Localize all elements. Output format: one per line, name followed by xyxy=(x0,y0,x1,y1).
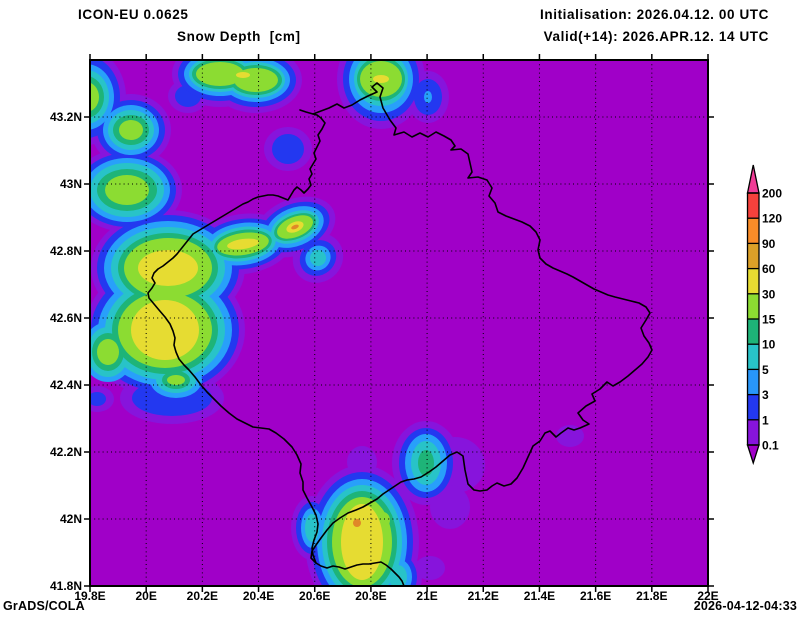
contour-ring-south-violet-patch-2 xyxy=(415,556,445,580)
y-axis-label: 42.8N xyxy=(50,244,82,258)
contour-ring-south-violet-patch xyxy=(347,446,377,478)
x-axis-label: 20.8E xyxy=(355,589,386,603)
colorbar-segment xyxy=(747,369,759,395)
x-axis-label: 21.8E xyxy=(636,589,667,603)
y-axis-label: 43N xyxy=(60,177,82,191)
contour-ring-se-cyan-blob xyxy=(418,450,434,476)
colorbar-segment xyxy=(747,193,759,219)
variable-title: Snow Depth [cm] xyxy=(177,29,301,44)
colorbar-arrow-up xyxy=(746,164,760,194)
contour-ring-west-edge-band xyxy=(97,339,119,365)
colorbar-label: 60 xyxy=(762,262,776,276)
valid-time-label: Valid(+14): 2026.APR.12. 14 UTC xyxy=(543,29,769,44)
y-axis-label: 41.8N xyxy=(50,579,82,593)
colorbar: 200 120 90 60 30 15 10 5 3 1 0.1 xyxy=(746,164,782,466)
colorbar-segment xyxy=(747,344,759,370)
x-axis-label: 21.6E xyxy=(580,589,611,603)
colorbar-arrow-down xyxy=(746,444,760,466)
y-axis-label: 42N xyxy=(60,512,82,526)
grads-credit: GrADS/COLA xyxy=(3,599,85,613)
contour-ring-left-mass-north xyxy=(105,175,149,205)
colorbar-label: 0.1 xyxy=(762,439,779,453)
colorbar-segment xyxy=(747,268,759,294)
contour-ring-top-blob-e xyxy=(234,68,278,92)
colorbar-label: 3 xyxy=(762,388,769,402)
creation-timestamp: 2026-04-12-04:33 xyxy=(693,599,797,613)
colorbar-label: 200 xyxy=(762,187,782,201)
colorbar-label: 10 xyxy=(762,338,776,352)
map-frame xyxy=(89,59,709,587)
contour-ring-west-edge-violet xyxy=(89,392,106,406)
x-axis-label: 21.4E xyxy=(524,589,555,603)
x-axis-label: 20E xyxy=(136,589,157,603)
contour-ring-blue-dot-2 xyxy=(424,91,432,103)
y-axis-label: 42.2N xyxy=(50,445,82,459)
contour-ring-top-yellow-dot xyxy=(236,72,250,78)
colorbar-label: 30 xyxy=(762,287,776,301)
x-axis-label: 20.4E xyxy=(243,589,274,603)
contour-ring-nw-corner-blob xyxy=(89,82,99,112)
model-label: ICON-EU 0.0625 xyxy=(78,7,189,22)
contour-ring-top-center-blob xyxy=(373,75,389,83)
colorbar-segment xyxy=(747,394,759,420)
colorbar-label: 5 xyxy=(762,363,769,377)
colorbar-label: 90 xyxy=(762,237,776,251)
contour-ring-mass-south-bulge xyxy=(167,375,185,385)
x-axis-label: 22E xyxy=(697,589,718,603)
map-area xyxy=(89,59,709,587)
y-axis-label: 42.6N xyxy=(50,311,82,325)
colorbar-label: 15 xyxy=(762,313,776,327)
y-axis-label: 43.2N xyxy=(50,110,82,124)
colorbar-segment xyxy=(747,293,759,319)
colorbar-segment xyxy=(747,218,759,244)
colorbar-segment xyxy=(747,319,759,345)
contour-ring-south-orange-dot xyxy=(353,519,361,527)
colorbar-segment xyxy=(747,243,759,269)
contour-ring-ridge-east xyxy=(291,224,299,230)
country-border xyxy=(315,561,405,587)
contour-ring-west-mass-south xyxy=(131,300,199,360)
contour-ring-ridge-tail xyxy=(310,250,326,266)
y-axis-label: 42.4N xyxy=(50,378,82,392)
x-axis-label: 20.2E xyxy=(187,589,218,603)
colorbar-segment xyxy=(747,419,759,445)
contour-ring-left-teal-blob xyxy=(119,120,143,140)
x-axis-label: 21E xyxy=(416,589,437,603)
contour-ring-east-violet-patch xyxy=(556,425,584,447)
contour-ring-ridge-center xyxy=(227,238,259,250)
country-border xyxy=(147,82,653,564)
contour-ring-west-mass-north xyxy=(138,250,198,286)
country-border xyxy=(299,109,314,115)
contour-ring-south-yellow-blob xyxy=(341,504,383,580)
contour-ring-top-blob-w xyxy=(196,62,244,86)
x-axis-label: 19.8E xyxy=(74,589,105,603)
x-axis-label: 21.2E xyxy=(468,589,499,603)
init-time-label: Initialisation: 2026.04.12. 00 UTC xyxy=(540,7,769,22)
contour-ring-se-violet-south xyxy=(430,485,470,529)
colorbar-label: 120 xyxy=(762,212,782,226)
contour-ring-blue-dot-3 xyxy=(272,134,304,164)
x-axis-label: 20.6E xyxy=(299,589,330,603)
colorbar-label: 1 xyxy=(762,413,769,427)
